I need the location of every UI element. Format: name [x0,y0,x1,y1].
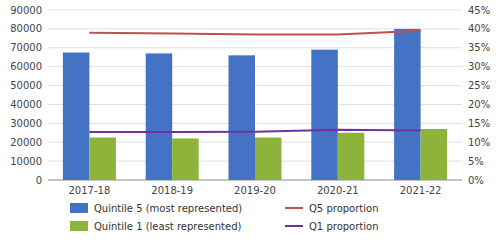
line [89,130,420,132]
y-tick-label: 20000 [10,137,42,148]
y2-tick-label: 5% [468,156,484,167]
y2-tick-label: 40% [468,23,490,34]
bar [63,53,89,181]
legend-swatch [285,225,303,227]
y2-tick-label: 45% [468,5,490,16]
bar [255,138,281,181]
y-tick-label: 60000 [10,61,42,72]
axes: 0 10000 20000 30000 40000 50000 60000 70000 8000… [10,5,490,197]
y2-tick-label: 30% [468,61,490,72]
legend-label: Quintile 5 (most represented) [94,203,242,214]
legend-label: Q5 proportion [309,203,379,214]
grid [48,10,462,180]
y2-tick-label: 10% [468,137,490,148]
bar [338,133,364,180]
legend-swatch [285,207,303,209]
x-tick-label: 2017-18 [69,185,111,196]
x-tick-label: 2019-20 [234,185,276,196]
chart: 0 10000 20000 30000 40000 50000 60000 70000 8000… [0,0,500,250]
y2-tick-label: 20% [468,99,490,110]
marks [63,29,447,180]
y2-tick-label: 15% [468,118,490,129]
grid-line [48,10,462,11]
x-tick-label: 2018-19 [151,185,193,196]
x-tick-label: 2021-22 [400,185,442,196]
bar [89,138,115,181]
bar [394,29,420,180]
y2-tick-label: 0% [468,175,484,186]
legend-swatch [70,203,88,213]
bar [146,53,172,180]
y-tick-label: 50000 [10,80,42,91]
y-tick-label: 10000 [10,156,42,167]
y2-tick-label: 35% [468,42,490,53]
x-tick-label: 2020-21 [317,185,359,196]
bar [172,138,198,180]
y-tick-label: 90000 [10,5,42,16]
legend-label: Quintile 1 (least represented) [94,221,242,232]
y-tick-label: 30000 [10,118,42,129]
legend-label: Q1 proportion [309,221,379,232]
y-tick-label: 0 [36,175,42,186]
bar [311,50,337,180]
legend-swatch [70,221,88,231]
y-tick-label: 70000 [10,42,42,53]
legend: Quintile 5 (most represented) Quintile 1 … [70,203,379,232]
bar [229,55,255,180]
y-tick-label: 80000 [10,23,42,34]
y2-tick-label: 25% [468,80,490,91]
line [89,31,420,35]
y-tick-label: 40000 [10,99,42,110]
bar [421,129,447,180]
